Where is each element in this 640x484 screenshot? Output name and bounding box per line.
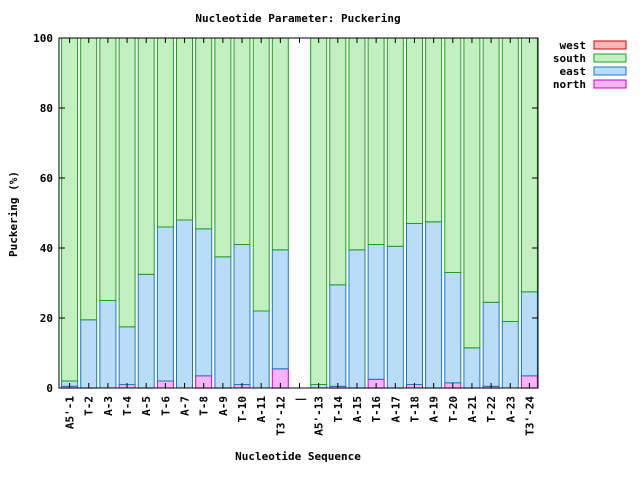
x-tick-label: T-10 bbox=[236, 396, 249, 423]
axes-layer: 0 20 40 60 80 100 A5'-1 T-2 A-3 T-4 A-5 T-6 A-7 T-8 A-… bbox=[33, 32, 539, 436]
x-tick-label: T-22 bbox=[485, 396, 498, 423]
y-tick-label: 20 bbox=[40, 312, 53, 325]
y-tick-label: 80 bbox=[40, 102, 53, 115]
bar-east-6 bbox=[176, 219, 193, 389]
legend-swatch-east bbox=[593, 66, 627, 76]
x-tick-label: A-3 bbox=[102, 396, 115, 416]
y-tick-label: 100 bbox=[33, 32, 53, 45]
bar-south-13 bbox=[310, 37, 328, 385]
x-axis-label: Nucleotide Sequence bbox=[235, 450, 361, 463]
legend-label-south: south bbox=[553, 52, 586, 65]
bar-south-15 bbox=[348, 37, 366, 251]
bar-east-9 bbox=[233, 244, 251, 385]
bar-east-8 bbox=[214, 256, 232, 389]
bar-east-16 bbox=[367, 244, 385, 380]
x-tick-label: A5'-1 bbox=[64, 396, 77, 429]
bar-east-24 bbox=[520, 291, 538, 377]
bar-east-14 bbox=[329, 284, 347, 387]
legend-label-west: west bbox=[560, 39, 587, 52]
bar-south-9 bbox=[233, 37, 251, 245]
bar-south-7 bbox=[195, 37, 213, 230]
x-tick-label: A-23 bbox=[504, 396, 517, 423]
legend-swatch-west bbox=[593, 40, 627, 50]
x-tick-label: A5'-13 bbox=[313, 396, 326, 436]
x-tick-label: T-6 bbox=[159, 396, 172, 416]
x-tick-label: T-2 bbox=[83, 396, 96, 416]
y-tick-label: 0 bbox=[46, 382, 53, 395]
bar-east-1 bbox=[80, 319, 98, 389]
bar-east-15 bbox=[348, 249, 366, 389]
chart-title: Nucleotide Parameter: Puckering bbox=[195, 12, 400, 25]
x-tick-label: T-4 bbox=[121, 396, 134, 416]
x-tick-label: T3'-12 bbox=[274, 396, 287, 436]
bar-south-18 bbox=[406, 37, 423, 224]
bar-south-11 bbox=[271, 37, 289, 251]
bar-south-22 bbox=[482, 37, 500, 303]
x-tick-label: A-19 bbox=[428, 396, 441, 423]
x-tick-label: | bbox=[294, 396, 307, 403]
y-tick-label: 60 bbox=[40, 172, 53, 185]
legend-label-north: north bbox=[553, 78, 586, 91]
plot-frame bbox=[58, 37, 539, 389]
bar-south-5 bbox=[156, 37, 174, 228]
x-tick-label: T-16 bbox=[370, 396, 383, 423]
y-tick-label: 40 bbox=[40, 242, 53, 255]
x-tick-label: A-7 bbox=[179, 396, 192, 416]
bar-south-14 bbox=[329, 37, 347, 286]
bar-east-11 bbox=[271, 249, 289, 370]
legend-swatch-south bbox=[593, 53, 627, 63]
bar-east-10 bbox=[252, 310, 270, 389]
bar-east-4 bbox=[137, 273, 155, 389]
bar-south-19 bbox=[425, 37, 443, 223]
bar-south-3 bbox=[118, 37, 136, 328]
bar-east-20 bbox=[444, 272, 462, 384]
bar-south-21 bbox=[463, 37, 481, 349]
x-tick-label: A-17 bbox=[389, 396, 402, 423]
bar-east-7 bbox=[195, 228, 213, 377]
bar-east-22 bbox=[482, 301, 500, 387]
x-tick-label: T-20 bbox=[447, 396, 460, 423]
bar-south-8 bbox=[214, 37, 232, 258]
x-tick-label: A-9 bbox=[217, 396, 230, 416]
x-tick-label: T-18 bbox=[408, 396, 421, 423]
bar-south-17 bbox=[386, 37, 404, 247]
bar-south-0 bbox=[61, 37, 79, 382]
x-tick-label: A-5 bbox=[140, 396, 153, 416]
y-axis-label: Puckering (%) bbox=[7, 171, 20, 257]
bar-south-1 bbox=[80, 37, 98, 321]
legend-label-east: east bbox=[560, 65, 587, 78]
bar-east-21 bbox=[463, 347, 481, 389]
bar-east-17 bbox=[386, 245, 404, 389]
x-tick-label: T-14 bbox=[332, 396, 345, 423]
x-tick-label: T3'-24 bbox=[523, 396, 536, 436]
bar-east-18 bbox=[406, 223, 423, 385]
bar-east-5 bbox=[156, 226, 174, 382]
bar-east-2 bbox=[99, 300, 117, 389]
bar-south-4 bbox=[137, 37, 155, 275]
x-tick-label: T-8 bbox=[198, 396, 211, 416]
bar-south-20 bbox=[444, 37, 462, 273]
bar-east-19 bbox=[425, 221, 443, 389]
bar-south-24 bbox=[520, 37, 538, 293]
bar-south-6 bbox=[176, 37, 193, 221]
bars-layer bbox=[61, 37, 538, 389]
x-tick-label: A-11 bbox=[255, 396, 268, 423]
bar-south-16 bbox=[367, 37, 385, 245]
bar-south-10 bbox=[252, 37, 270, 312]
bar-south-2 bbox=[99, 37, 117, 301]
bar-east-23 bbox=[501, 321, 519, 389]
legend-swatch-north bbox=[593, 79, 627, 89]
x-tick-label: A-21 bbox=[466, 396, 479, 423]
bar-east-3 bbox=[118, 326, 136, 386]
x-tick-label: A-15 bbox=[351, 396, 364, 423]
bar-south-23 bbox=[501, 37, 519, 322]
